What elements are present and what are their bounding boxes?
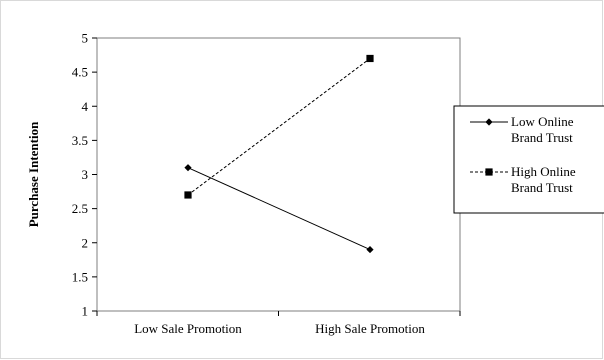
y-axis-label: Purchase Intention bbox=[26, 121, 41, 227]
plot-area bbox=[96, 37, 461, 312]
y-tick-label: 2 bbox=[82, 235, 89, 250]
series-low-online-brand-trust bbox=[184, 164, 374, 254]
legend-label: High Online bbox=[511, 164, 576, 179]
y-axis: 1 1.5 2 2.5 3 3.5 4 4.5 5 bbox=[72, 31, 97, 319]
series-high-online-brand-trust bbox=[184, 54, 374, 199]
y-tick-label: 1 bbox=[82, 304, 89, 319]
series-line bbox=[187, 58, 371, 196]
y-tick-label: 3 bbox=[82, 167, 89, 182]
legend-label: Brand Trust bbox=[511, 180, 573, 195]
legend-label: Low Online bbox=[511, 114, 574, 129]
series-layer bbox=[184, 54, 374, 254]
y-tick-label: 3.5 bbox=[72, 133, 88, 148]
y-tick-label: 4.5 bbox=[72, 65, 88, 80]
legend-box bbox=[453, 105, 604, 214]
data-point bbox=[366, 245, 374, 254]
data-point bbox=[184, 191, 192, 199]
plot-border bbox=[96, 37, 461, 312]
y-tick-label: 4 bbox=[82, 99, 89, 114]
legend-marker bbox=[485, 118, 493, 126]
legend-marker bbox=[485, 168, 493, 176]
data-point bbox=[184, 164, 192, 172]
data-point bbox=[366, 54, 374, 63]
y-tick-label: 1.5 bbox=[72, 269, 88, 284]
series-line bbox=[187, 167, 371, 251]
y-tick-label: 5 bbox=[82, 31, 89, 46]
legend-label: Brand Trust bbox=[511, 130, 573, 145]
x-category-label: Low Sale Promotion bbox=[134, 321, 242, 336]
y-tick-label: 2.5 bbox=[72, 201, 88, 216]
x-category-label: High Sale Promotion bbox=[315, 321, 425, 336]
x-axis: Low Sale Promotion High Sale Promotion bbox=[96, 311, 461, 336]
